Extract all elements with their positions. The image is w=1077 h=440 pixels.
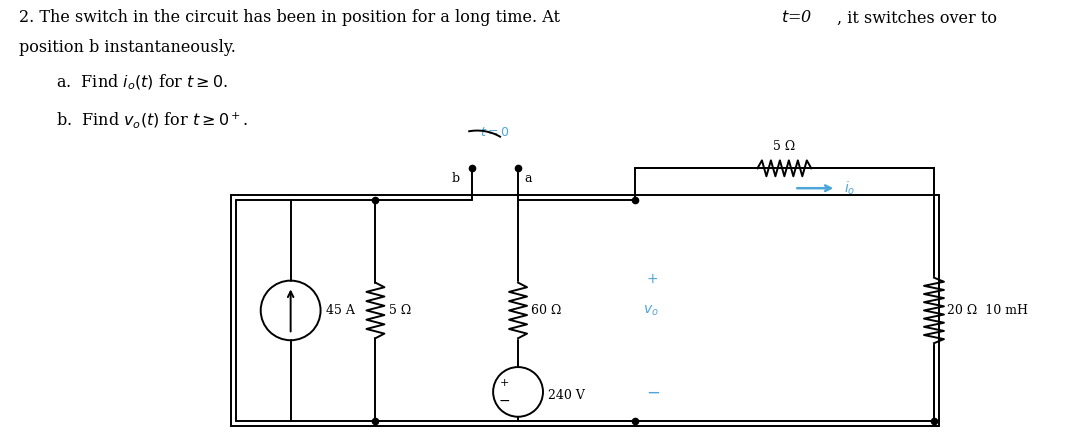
Text: a.  Find $i_o(t)$ for $t \geq 0$.: a. Find $i_o(t)$ for $t \geq 0$. bbox=[56, 73, 228, 92]
Text: −: − bbox=[499, 394, 509, 408]
Text: position b instantaneously.: position b instantaneously. bbox=[19, 39, 236, 56]
Text: 60 Ω: 60 Ω bbox=[531, 304, 561, 317]
Bar bbox=[230, 195, 939, 425]
Text: $t$=0: $t$=0 bbox=[782, 9, 813, 26]
Text: 45 A: 45 A bbox=[325, 304, 354, 317]
Text: 240 V: 240 V bbox=[548, 389, 585, 403]
Text: 5 Ω: 5 Ω bbox=[390, 304, 411, 317]
Text: 5 Ω: 5 Ω bbox=[773, 140, 796, 154]
Text: b.  Find $v_o(t)$ for $t \geq 0^+$.: b. Find $v_o(t)$ for $t \geq 0^+$. bbox=[56, 111, 249, 130]
Text: $i_o$: $i_o$ bbox=[844, 180, 855, 197]
Text: $t = 0$: $t = 0$ bbox=[480, 125, 509, 139]
Text: a: a bbox=[524, 172, 532, 185]
Text: 20 Ω  10 mH: 20 Ω 10 mH bbox=[947, 304, 1027, 317]
Text: +: + bbox=[500, 378, 508, 388]
Text: b: b bbox=[452, 172, 460, 185]
Text: $v_o$: $v_o$ bbox=[643, 303, 658, 318]
Text: , it switches over to: , it switches over to bbox=[837, 9, 997, 26]
Text: −: − bbox=[646, 384, 659, 402]
Text: 2. The switch in the circuit has been in position for a long time. At: 2. The switch in the circuit has been in… bbox=[19, 9, 565, 26]
Text: +: + bbox=[647, 271, 658, 286]
